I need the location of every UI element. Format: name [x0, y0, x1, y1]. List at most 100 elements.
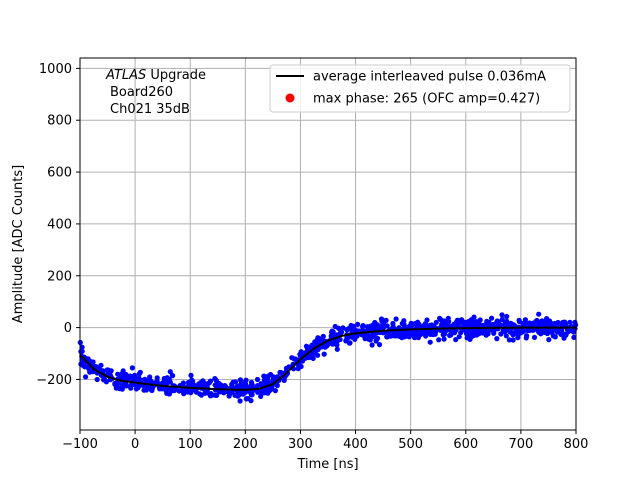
scatter-point [376, 342, 383, 348]
scatter-point [521, 320, 527, 326]
scatter-point [360, 323, 366, 330]
scatter-point [567, 319, 573, 325]
scatter-point [471, 330, 477, 336]
scatter-point [491, 328, 497, 334]
scatter-point [321, 351, 327, 357]
scatter-point [210, 392, 216, 398]
annotation-upgrade: Upgrade [146, 68, 206, 83]
scatter-point [531, 334, 538, 340]
scatter-point [123, 372, 129, 378]
scatter-point [489, 315, 495, 321]
scatter-point [180, 381, 186, 387]
scatter-point [465, 332, 471, 338]
annotation-atlas: ATLAS [105, 68, 146, 83]
scatter-point [544, 330, 551, 337]
scatter-point [237, 398, 243, 404]
scatter-point [94, 376, 100, 383]
y-tick-label: 200 [47, 269, 72, 284]
scatter-point [516, 319, 523, 325]
y-tick-label: 800 [47, 114, 72, 129]
scatter-point [101, 377, 107, 383]
scatter-point [453, 337, 459, 343]
scatter-point [539, 319, 545, 325]
scatter-point [258, 393, 264, 399]
scatter-point [477, 317, 483, 323]
scatter-point [563, 332, 569, 338]
scatter-point [453, 319, 459, 325]
scatter-point [536, 311, 542, 317]
scatter-point [248, 379, 255, 385]
scatter-point [344, 327, 350, 333]
scatter-point [372, 319, 378, 326]
x-tick-label: 300 [288, 437, 313, 452]
scatter-point [123, 383, 129, 389]
scatter-point [440, 332, 446, 338]
scatter-point [349, 327, 355, 334]
scatter-point [186, 388, 192, 394]
scatter-point [313, 351, 319, 357]
scatter-point [527, 327, 533, 334]
annotation-line-1: ATLAS Upgrade [105, 68, 206, 83]
scatter-point [433, 319, 439, 325]
atlas-annotation: ATLAS Upgrade Board260 Ch021 35dB [105, 68, 206, 117]
scatter-point [406, 323, 412, 330]
plot-frame [79, 57, 577, 431]
scatter-point [439, 321, 446, 327]
average-pulse-line [79, 326, 576, 391]
scatter-point [83, 374, 89, 380]
x-tick-label: 600 [453, 437, 478, 452]
scatter-point [164, 390, 170, 396]
scatter-point [456, 334, 462, 340]
scatter-point [254, 376, 261, 383]
scatter-point [387, 332, 393, 338]
scatter-point [344, 336, 350, 342]
scatter-point [498, 331, 504, 337]
scatter-point [360, 332, 366, 338]
x-tick-label: 100 [178, 437, 203, 452]
y-tick-label: 400 [47, 217, 72, 232]
scatter-point [572, 319, 578, 325]
y-axis-label: Amplitude [ADC Counts] [11, 165, 26, 323]
scatter-point [494, 336, 500, 342]
scatter-point [555, 329, 561, 335]
scatter-point [503, 333, 509, 339]
scatter-point [369, 342, 375, 348]
axis-ticks: −100 0 100 200 300 400 500 600 700 800 −200 0 200 400… [36, 62, 588, 452]
scatter-point [197, 391, 203, 397]
scatter-point [272, 388, 278, 394]
scatter-point [373, 338, 379, 344]
scatter-point [347, 340, 353, 346]
scatter-point [353, 327, 359, 333]
scatter-point [334, 338, 340, 344]
scatter-point [181, 387, 187, 393]
scatter-point [324, 343, 330, 349]
x-tick-label: 500 [398, 437, 423, 452]
scatter-point [112, 381, 118, 387]
scatter-point [338, 329, 345, 335]
scatter-point [312, 339, 318, 345]
scatter-point [412, 335, 418, 341]
scatter-point [571, 334, 577, 340]
scatter-point [227, 391, 233, 397]
x-tick-label: 400 [343, 437, 368, 452]
legend-marker-swatch [285, 93, 295, 103]
scatter-point [571, 329, 577, 335]
scatter-point [229, 381, 235, 387]
scatter-point [318, 336, 324, 342]
scatter-point [120, 368, 126, 374]
scatter-point [95, 365, 101, 371]
scatter-point [427, 339, 433, 345]
scatter-point [213, 377, 219, 384]
scatter-point [401, 321, 407, 327]
annotation-line-3: Ch021 35dB [110, 102, 190, 117]
y-tick-label: 0 [64, 321, 72, 336]
scatter-point [115, 371, 121, 377]
scatter-point [499, 316, 505, 322]
scatter-point [351, 323, 357, 329]
scatter-point [334, 346, 340, 352]
scatter-point [137, 369, 143, 375]
scatter-point [495, 322, 501, 328]
scatter-point [441, 336, 447, 342]
x-tick-label: 200 [233, 437, 258, 452]
scatter-point [484, 318, 490, 324]
